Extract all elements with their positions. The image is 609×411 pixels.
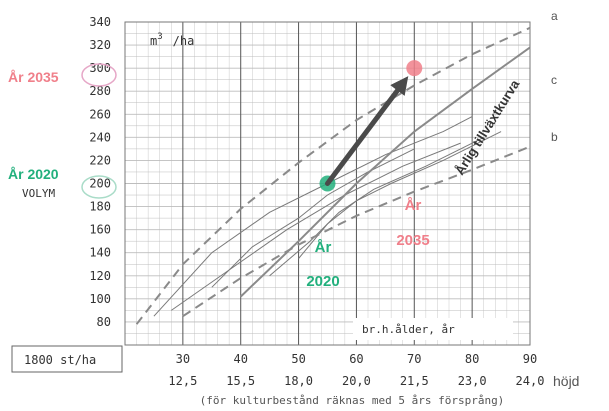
unit-label: m3/ha [150,32,194,48]
y-tick-label: 340 [89,15,111,29]
footnote: (för kulturbestånd räknas med 5 års förs… [200,394,505,407]
point-2035 [406,60,423,77]
curve-label-a: a [551,9,558,23]
curve-a [135,26,531,325]
y-tick-label: 200 [89,177,111,191]
curve-label-b: b [551,130,558,144]
x-tick-age: 50 [291,352,305,366]
y-tick-label: 220 [89,153,111,167]
y-tick-label: 80 [97,315,111,329]
stand-line [171,142,461,311]
y-tick-label: 160 [89,223,111,237]
x-tick-labels: 30 40 50 60 70 80 90 12,5 15,5 18,0 20,0 21,5 23,0 24… [168,352,544,388]
y-tick-label: 100 [89,292,111,306]
x-tick-age: 90 [523,352,537,366]
x-tick-height: 24,0 [516,374,545,388]
y-tick-label: 280 [89,84,111,98]
circle-300 [81,63,117,87]
x-tick-height: 12,5 [168,374,197,388]
age-caption: br.h.ålder, år [362,323,455,336]
plot-border [124,21,531,346]
arrow-shaft [325,81,405,186]
stand-line [298,131,502,259]
stems-label: 1800 st/ha [24,353,96,367]
x-tick-height: 18,0 [284,374,313,388]
label-2035-left: År 2035 [8,69,59,85]
x-tick-height: 15,5 [226,374,255,388]
volym-label: VOLYM [22,187,55,200]
growth-arrow [319,60,423,192]
x-tick-age: 80 [465,352,479,366]
y-tick-label: 180 [89,200,111,214]
arrow-head [390,76,409,96]
stand-line [211,148,415,288]
x-tick-age: 60 [349,352,363,366]
y-tick-label: 300 [89,61,111,75]
x-tick-age: 30 [176,352,190,366]
curve-c [240,46,531,298]
x-tick-age: 40 [233,352,247,366]
circle-200 [81,175,117,199]
age-caption-bg [353,318,513,340]
curve-label-c: c [551,73,557,87]
y-tick-label: 120 [89,269,111,283]
growth-curves [135,26,531,325]
height-axis-word: höjd [553,373,579,389]
x-tick-age: 70 [407,352,421,366]
x-tick-height: 23,0 [458,374,487,388]
y-tick-label: 320 [89,38,111,52]
curve-b [182,145,531,318]
label-2020-left: År 2020 [8,166,59,182]
stems-box [11,345,123,373]
y-tick-labels: 80 100 120 140 160 180 200 220 240 260 280 300 320 34… [89,15,111,329]
y-tick-label: 240 [89,130,111,144]
label-2035-bottom-line2: 2035 [396,232,429,249]
label-2020-bottom-line2: 2020 [306,273,339,290]
label-2020-bottom-line1: År [315,239,332,256]
x-tick-height: 21,5 [400,374,429,388]
label-2035-bottom-line1: År [405,197,422,214]
x-tick-height: 20,0 [342,374,371,388]
y-tick-label: 260 [89,107,111,121]
y-tick-label: 140 [89,246,111,260]
